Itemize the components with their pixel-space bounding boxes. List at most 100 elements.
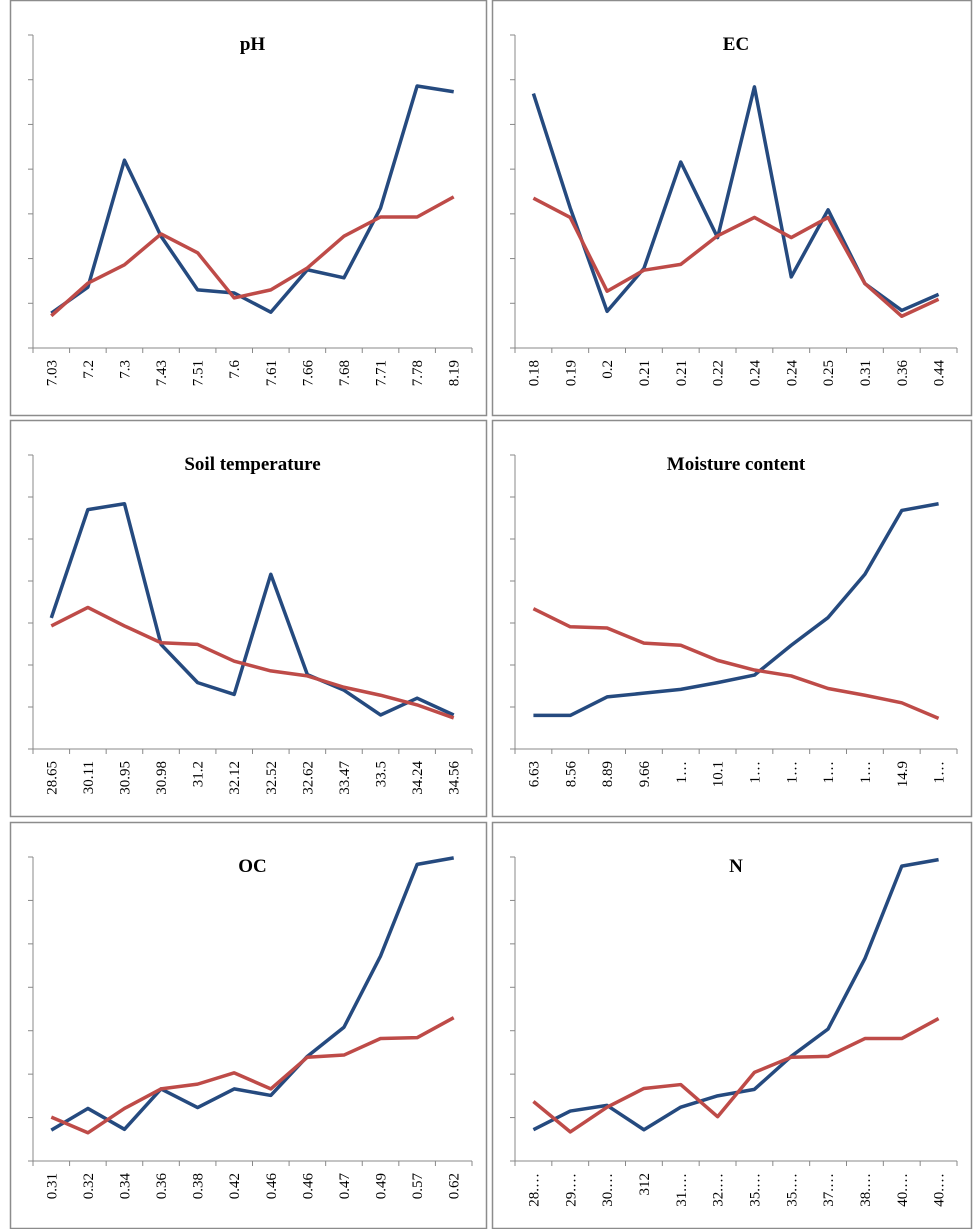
x-tick-label: 0.31 [44, 1173, 60, 1199]
x-tick-label: 37.… [821, 1173, 837, 1207]
x-tick-label: 30.… [600, 1173, 616, 1207]
x-tick-label: 0.47 [337, 1173, 353, 1200]
x-tick-label: 0.36 [154, 1173, 170, 1200]
panel-border [9, 0, 488, 417]
x-tick-label: 31.… [674, 1173, 690, 1207]
line-series [533, 501, 939, 718]
x-tick-label: 0.49 [374, 1173, 390, 1199]
x-tick-label: 0.32 [81, 1173, 97, 1199]
x-tick-label: 8.89 [600, 761, 616, 787]
x-tick-label: 7.61 [264, 360, 280, 386]
line-series [50, 195, 455, 318]
line-series [50, 1016, 455, 1135]
x-tick-label: 0.36 [895, 360, 911, 387]
x-tick-label: 0.31 [858, 360, 874, 386]
chart-title: Moisture content [667, 454, 806, 475]
x-tick-label: 7.71 [374, 360, 390, 386]
x-tick-label: 35.… [784, 1173, 800, 1207]
x-tick-label: 32.12 [227, 761, 243, 795]
x-tick-label: 9.66 [637, 761, 653, 788]
chart-panel: Soil temperature 28.65 30.11 30.95 30.98 31.2… [9, 419, 488, 818]
x-tick-label: 1… [932, 761, 948, 784]
x-tick-label: 0.42 [227, 1173, 243, 1199]
x-tick-label: 1… [784, 761, 800, 784]
x-tick-label: 30.11 [81, 761, 97, 794]
chart-panel: EC 0.18 0.19 0.2 0.21 0.21 0.22 0.24 0.24 0.25 0.3… [491, 0, 973, 417]
x-tick-label: 0.2 [600, 360, 616, 379]
chart-title: OC [238, 856, 267, 877]
x-tick-label: 1… [858, 761, 874, 784]
x-tick-label: 312 [637, 1173, 653, 1196]
chart-title: Soil temperature [184, 454, 320, 475]
x-tick-label: 34.24 [410, 761, 426, 795]
line-series [531, 85, 940, 314]
line-series [532, 857, 939, 1132]
panel-border [491, 821, 973, 1229]
x-tick-label: 33.47 [337, 761, 353, 795]
chart-title: EC [723, 34, 749, 55]
x-tick-label: 32.62 [300, 761, 316, 795]
panel-border [491, 0, 973, 417]
x-tick-label: 0.46 [300, 1173, 316, 1200]
x-tick-label: 0.25 [821, 360, 837, 386]
x-tick-label: 0.18 [526, 360, 542, 386]
x-tick-label: 29.… [563, 1173, 579, 1207]
line-series [50, 84, 454, 315]
chart-panel: OC 0.31 0.32 0.34 0.36 0.38 0.42 0.46 0.46 0.47 0.… [9, 821, 488, 1229]
x-tick-label: 0.19 [563, 360, 579, 386]
x-tick-label: 40.… [895, 1173, 911, 1207]
x-tick-label: 0.24 [784, 360, 800, 387]
chart-panel: pH 7.03 7.2 7.3 7.43 7.51 7.6 7.61 7.66 7.68 7.71 7… [9, 0, 488, 417]
x-tick-label: 0.34 [117, 1173, 133, 1200]
chart-panel: N 28.… 29.… 30.… 312 31.… 32.… 35.… 35.… 37.… 38.…… [491, 821, 973, 1229]
x-tick-label: 33.5 [374, 761, 390, 787]
chart-title: pH [240, 34, 266, 55]
line-series [49, 501, 455, 717]
x-tick-label: 30.98 [154, 761, 170, 795]
x-tick-label: 7.6 [227, 360, 243, 379]
x-tick-label: 6.63 [526, 761, 542, 787]
line-series [532, 1017, 940, 1134]
x-tick-label: 0.24 [747, 360, 763, 387]
x-tick-label: 7.3 [117, 360, 133, 379]
x-tick-label: 0.57 [410, 1173, 426, 1200]
x-tick-label: 35.… [747, 1173, 763, 1207]
x-tick-label: 0.62 [447, 1173, 463, 1199]
x-tick-label: 7.51 [191, 360, 207, 386]
x-tick-label: 8.56 [563, 761, 579, 788]
line-series [50, 605, 455, 720]
x-tick-label: 30.95 [117, 761, 133, 795]
x-tick-label: 40.… [932, 1173, 948, 1207]
x-tick-label: 0.46 [264, 1173, 280, 1200]
x-tick-label: 28.65 [44, 761, 60, 795]
x-tick-label: 0.21 [637, 360, 653, 386]
x-tick-label: 28.… [526, 1173, 542, 1207]
x-tick-label: 1… [747, 761, 763, 784]
x-tick-label: 7.66 [300, 360, 316, 387]
x-tick-label: 32.… [711, 1173, 727, 1207]
x-tick-label: 7.03 [44, 360, 60, 386]
x-tick-label: 31.2 [191, 761, 207, 787]
x-tick-label: 7.2 [81, 360, 97, 379]
x-tick-label: 10.1 [711, 761, 727, 787]
x-tick-label: 7.68 [337, 360, 353, 386]
line-series [50, 856, 455, 1132]
x-tick-label: 1… [821, 761, 837, 784]
chart-panel: Moisture content 6.63 8.56 8.89 9.66 1… 10.1 1…… [491, 419, 973, 818]
x-tick-label: 8.19 [447, 360, 463, 386]
x-tick-label: 32.52 [264, 761, 280, 795]
x-tick-label: 38.… [858, 1173, 874, 1207]
line-series [532, 196, 940, 319]
x-tick-label: 7.43 [154, 360, 170, 386]
x-tick-label: 0.21 [674, 360, 690, 386]
x-tick-label: 1… [674, 761, 690, 784]
x-tick-label: 0.38 [191, 1173, 207, 1199]
x-tick-label: 34.56 [447, 761, 463, 795]
chart-title: N [729, 856, 743, 877]
x-tick-label: 7.78 [410, 360, 426, 386]
line-series [532, 607, 940, 720]
panel-border [9, 821, 488, 1229]
x-tick-label: 14.9 [895, 761, 911, 787]
x-tick-label: 0.44 [932, 360, 948, 387]
